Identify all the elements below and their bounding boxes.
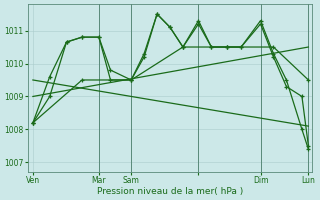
X-axis label: Pression niveau de la mer( hPa ): Pression niveau de la mer( hPa ) [97,187,243,196]
